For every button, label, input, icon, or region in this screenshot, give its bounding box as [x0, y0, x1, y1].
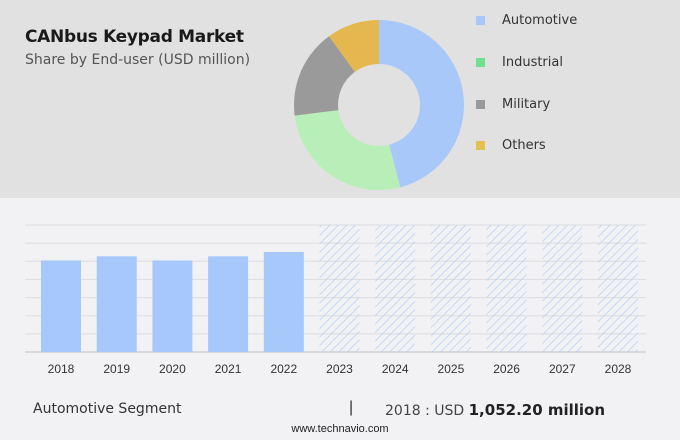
x-label-2018: 2018: [48, 362, 75, 376]
bar-2027: [542, 225, 583, 352]
segment-value: 2018 : USD 1,052.20 million: [385, 401, 605, 419]
x-label-2022: 2022: [270, 362, 297, 376]
legend-swatch-automotive: [476, 15, 485, 25]
legend-label: Automotive: [502, 12, 578, 28]
segment-label: Automotive Segment: [33, 401, 182, 417]
legend-swatch-industrial: [476, 57, 485, 67]
x-label-2023: 2023: [326, 362, 353, 376]
bar-2023: [319, 225, 360, 352]
donut-slice-automotive: [379, 20, 465, 188]
donut-slice-industrial: [294, 110, 401, 190]
legend-label: Military: [502, 96, 551, 112]
top-panel: CANbus Keypad Market Share by End-user (…: [0, 0, 680, 198]
x-label-2026: 2026: [493, 362, 520, 376]
bar-2019: [96, 256, 137, 352]
legend-swatch-others: [476, 140, 485, 150]
legend-label: Others: [502, 137, 546, 153]
legend-label: Industrial: [502, 54, 563, 70]
bar-2024: [375, 225, 416, 352]
donut-chart: [294, 20, 465, 190]
value-amount: 1,052.20 million: [468, 401, 606, 419]
x-label-2025: 2025: [438, 362, 465, 376]
x-label-2027: 2027: [549, 362, 576, 376]
legend-item-industrial: Industrial: [474, 52, 563, 72]
donut-slice-others: [329, 20, 379, 72]
chart-title: CANbus Keypad Market: [25, 27, 244, 47]
x-label-2021: 2021: [215, 362, 242, 376]
bar-2028: [598, 225, 638, 352]
legend-item-automotive: Automotive: [474, 10, 577, 30]
separator: |: [349, 399, 354, 416]
source-url: www.technavio.com: [291, 423, 389, 435]
bar-2020: [152, 260, 193, 352]
bar-2018: [41, 260, 81, 352]
value-prefix: 2018 : USD: [385, 403, 469, 419]
chart-subtitle: Share by End-user (USD million): [25, 52, 251, 68]
bars: [41, 225, 638, 352]
bar-chart: 2018 2019 2020 2021 2022 2023 2024 2025 2026 2027…: [25, 224, 646, 376]
bar-2026: [486, 225, 527, 352]
x-label-2028: 2028: [605, 362, 632, 376]
x-axis-labels: 2018 2019 2020 2021 2022 2023 2024 2025 2026 2027…: [48, 362, 632, 376]
legend-item-others: Others: [474, 135, 546, 155]
bar-2021: [208, 256, 249, 352]
donut-slice-military: [294, 36, 355, 116]
x-label-2019: 2019: [103, 362, 130, 376]
bar-2025: [430, 225, 471, 352]
legend-swatch-military: [476, 99, 485, 109]
legend-item-military: Military: [474, 94, 550, 114]
bar-2022: [263, 251, 304, 352]
x-label-2024: 2024: [382, 362, 409, 376]
x-label-2020: 2020: [159, 362, 186, 376]
